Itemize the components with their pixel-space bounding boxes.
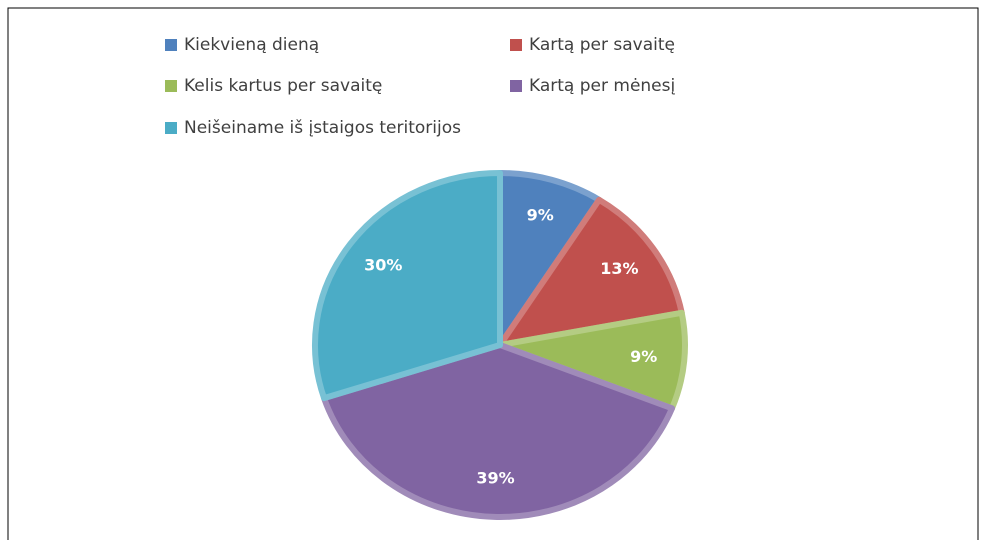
data-label: 30% [364, 256, 402, 275]
legend-label: Kiekvieną dieną [184, 35, 319, 55]
pie-slice [497, 170, 603, 348]
legend-swatch [165, 39, 177, 51]
data-label: 13% [600, 259, 638, 278]
legend-label: Kelis kartus per savaitę [184, 76, 382, 96]
legend-label: Kartą per savaitę [529, 35, 675, 55]
data-label: 9% [630, 347, 657, 366]
pie-slice [321, 342, 676, 520]
data-label: 39% [476, 469, 514, 488]
legend-swatch [165, 80, 177, 92]
frame [7, 7, 979, 540]
legend-swatch [510, 80, 522, 92]
pie-slice [312, 170, 503, 402]
legend-swatch [165, 122, 177, 134]
pie-slice [497, 196, 685, 348]
legend-label: Kartą per mėnesį [529, 76, 675, 96]
data-label: 9% [527, 206, 554, 225]
legend-label: Neišeiname iš įstaigos teritorijos [184, 118, 461, 138]
pie-slice [497, 309, 688, 412]
legend-swatch [510, 39, 522, 51]
